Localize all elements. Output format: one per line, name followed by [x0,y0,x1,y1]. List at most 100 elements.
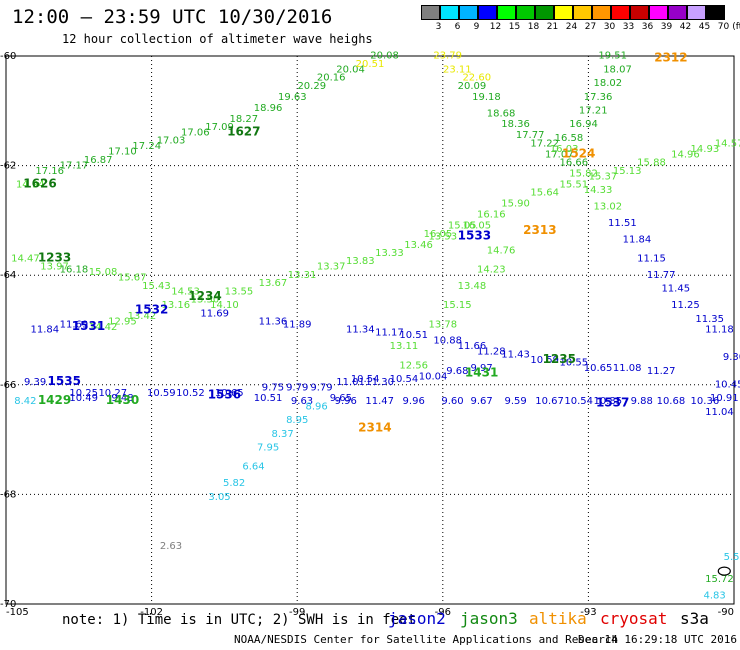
wave-height-value: 11.15 [637,254,666,265]
wave-height-value: 10.51 [399,330,428,341]
wave-height-value: 15.72 [705,574,734,585]
wave-height-value: 11.34 [346,325,375,336]
scale-label: 70 [717,22,730,32]
wave-height-value: 8.37 [272,429,294,440]
wave-height-value: 19.18 [472,92,501,103]
legend-jason2: jason2 [388,609,446,628]
scale-swatch [687,5,706,20]
wave-height-value: 13.11 [390,341,419,352]
scale-label: 9 [473,22,480,32]
wave-height-value: 9.59 [504,396,526,407]
scale-label: 18 [527,22,540,32]
scale-label: 30 [603,22,616,32]
scale-label: 15 [508,22,521,32]
scale-label: 21 [546,22,559,32]
scale-label: 36 [641,22,654,32]
wave-height-value: 2.63 [160,541,182,552]
wave-height-value: 17.36 [584,92,613,103]
wave-height-value: 9.79 [286,382,308,393]
wave-height-value: 11.35 [695,314,724,325]
wave-height-value: 18.02 [593,78,622,89]
wave-height-value: 14.57 [715,138,740,149]
wave-height-value: 15.13 [613,166,642,177]
lon-tick-label: -93 [580,607,596,618]
scale-swatch [668,5,687,20]
track-time-label: 1524 [562,146,595,160]
scale-label: 45 [698,22,711,32]
wave-height-value: 17.06 [181,127,210,138]
wave-height-value: 10.52 [176,388,205,399]
wave-height-value: 11.77 [647,270,676,281]
scale-swatch [478,5,497,20]
wave-height-value: 9.96 [335,396,357,407]
wave-height-value: 10.88 [433,336,462,347]
wave-height-value: 16.05 [462,221,491,232]
wave-height-value: 9.48 [111,393,133,404]
footer-date: Dec 14 16:29:18 UTC 2016 [578,633,737,646]
lat-tick-label: -62 [0,161,16,172]
wave-height-value: 11.69 [60,319,89,330]
track-time-label: 2314 [358,420,391,434]
track-time-label: 1233 [38,251,71,265]
wave-height-value: 15.15 [443,300,472,311]
wave-height-value: 11.30 [365,377,394,388]
wave-height-value: 9.68 [446,366,468,377]
wave-height-value: 10.65 [215,388,244,399]
scale-swatch [535,5,554,20]
wave-height-value: 19.51 [598,51,627,62]
wave-height-value: 15.05 [448,221,477,232]
wave-height-value: 15.64 [530,188,559,199]
lon-tick-label: -96 [435,607,451,618]
wave-height-value: 18.27 [229,114,258,125]
wave-height-value: 13.48 [458,281,487,292]
track-time-label: 1532 [135,303,168,317]
lon-tick-label: -99 [289,607,305,618]
scale-swatch [573,5,592,20]
wave-height-value: 16.05 [424,229,453,240]
wave-height-value: 10.51 [254,393,283,404]
wave-height-value: 13.42 [128,311,157,322]
wave-height-value: 13.97 [40,262,69,273]
wave-height-value: 13.55 [225,286,254,297]
wave-height-value: 17.17 [60,160,89,171]
wave-height-value: 17.10 [108,147,137,158]
wave-height-value: 17.07 [545,149,574,160]
scale-swatch [497,5,516,20]
scale-swatch [554,5,573,20]
scale-label: 6 [454,22,461,32]
wave-height-value: 9.96 [403,396,425,407]
track-time-label: 1535 [48,374,81,388]
wave-height-value: 12.95 [108,317,137,328]
wave-height-value: 19.63 [278,92,307,103]
wave-height-value: 15.51 [560,180,589,191]
lon-tick-label: -102 [140,607,163,618]
wave-height-value: 23.79 [433,51,462,62]
wave-height-value: 13.31 [288,270,317,281]
lat-tick-label: -60 [0,51,16,62]
wave-height-value: 17.24 [132,141,161,152]
wave-height-value: 11.17 [375,327,404,338]
wave-height-value: 9.39 [24,377,46,388]
wave-height-value: 13.02 [593,201,622,212]
footer-note: note: 1) Time is in UTC; 2) SWH is in fe… [62,612,417,628]
wave-height-value: 10.54 [564,396,593,407]
wave-height-value: 17.77 [516,130,545,141]
scale-swatch [649,5,668,20]
wave-height-value: 13.50 [191,295,220,306]
wave-height-value: 20.29 [297,81,326,92]
wave-height-value: 14.76 [487,245,516,256]
wave-height-value: 14.47 [11,254,40,265]
scale-swatch [440,5,459,20]
wave-height-value: 10.59 [147,388,176,399]
wave-height-value: 8.42 [14,396,36,407]
wave-height-value: 13.33 [375,248,404,259]
legend-s3a: s3a [680,609,709,628]
track-time-label: 2313 [523,223,556,237]
scale-swatch [706,5,725,20]
wave-height-value: 10.49 [69,393,98,404]
wave-height-value: 9.67 [470,396,492,407]
wave-height-value: 18.07 [603,64,632,75]
scale-swatch [421,5,440,20]
scale-label: 42 [679,22,692,32]
